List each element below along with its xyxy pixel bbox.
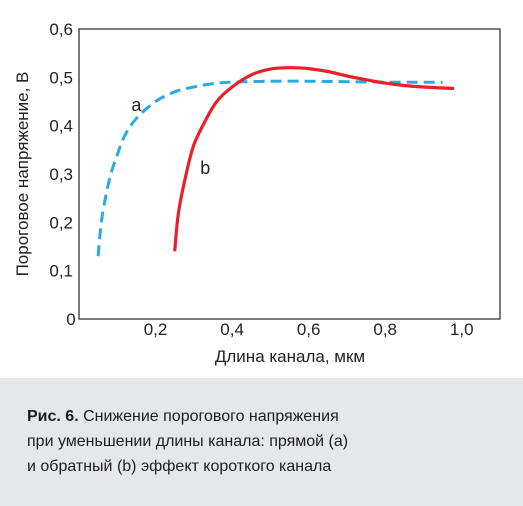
y-tick-label: 0,3 [49,165,73,184]
y-tick-label: 0,6 [49,20,73,39]
caption-text-1: Снижение порогового напряжения [78,408,339,425]
series-layer [96,66,455,257]
x-tick-labels: 0,2 0,4 0,6 0,8 1,0 [144,320,474,339]
caption-figure-label: Рис. 6. [27,408,79,425]
y-tick-label: 0,2 [49,213,73,232]
x-tick-label: 0,8 [373,320,397,339]
series-line-b [173,66,455,252]
caption-line-2: при уменьшении длины канала: прямой (a) [27,433,349,450]
y-axis-label: Пороговое напряжение, В [13,72,32,277]
y-tick-labels: 0,1 0,2 0,3 0,4 0,5 0,6 [49,20,73,281]
y-tick-label: 0,5 [49,68,73,87]
series-line-a [96,79,443,257]
origin-tick-label: 0 [66,310,75,329]
x-tick-label: 1,0 [450,320,474,339]
caption-line-3: и обратный (b) эффект короткого канала [27,458,332,475]
plot-frame [78,28,501,320]
chart: 0,10,20,30,40,50,6 0,2 0,4 0,6 0,8 1,0 ab 0 … [13,20,501,366]
series-annotation-a: a [131,95,142,115]
y-tick-label: 0,4 [49,117,73,136]
caption-line-1: Рис. 6. Снижение порогового напряжения [27,404,523,429]
x-tick-label: 0,6 [297,320,321,339]
x-tick-label: 0,4 [220,320,244,339]
y-tick-label: 0,1 [49,262,73,281]
x-axis-label: Длина канала, мкм [215,347,365,366]
x-tick-label: 0,2 [144,320,168,339]
caption-box: Рис. 6. Снижение порогового напряжения п… [0,378,523,506]
series-annotations: ab [131,95,210,178]
series-annotation-b: b [200,158,210,178]
